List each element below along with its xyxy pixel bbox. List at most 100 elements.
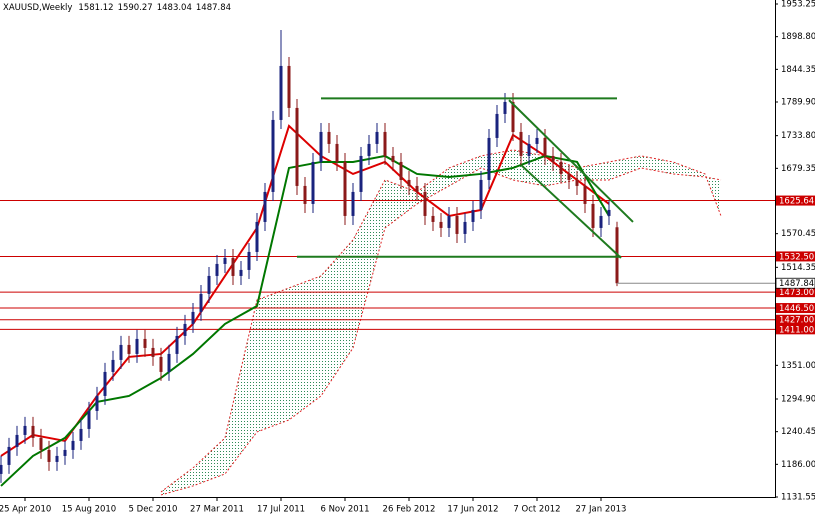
candle-body: [231, 257, 235, 276]
y-tick-label: 1131.55: [781, 493, 815, 503]
cloud: [161, 149, 721, 495]
current-price-box: [775, 277, 815, 289]
y-tick-label: 1733.80: [781, 131, 815, 141]
candle-body: [95, 395, 99, 411]
candle-body: [223, 257, 227, 264]
candle-body: [119, 344, 123, 360]
candle-body: [15, 434, 19, 447]
candle-body: [295, 107, 299, 186]
header-low: 1483.04: [157, 3, 192, 13]
level-label-box: [776, 314, 815, 325]
candle-body: [431, 215, 435, 222]
candle-body: [143, 338, 147, 348]
candle-body: [575, 179, 579, 186]
indicator-line: [0, 124, 610, 457]
candle-body: [383, 131, 387, 156]
candle-body: [311, 161, 315, 204]
candle-body: [159, 356, 163, 372]
candle-body: [543, 137, 547, 156]
y-tick-label: 1570.45: [781, 229, 815, 239]
candle-body: [343, 161, 347, 216]
level-label-box: [776, 303, 815, 314]
candle-body: [567, 173, 571, 180]
candle-body: [527, 143, 531, 156]
x-tick-label: 15 Aug 2010: [62, 505, 116, 515]
candle-body: [503, 101, 507, 114]
candle-body: [255, 221, 259, 252]
candle-body: [327, 131, 331, 144]
candle-body: [591, 203, 595, 228]
candle-body: [335, 143, 339, 162]
candle-body: [135, 338, 139, 354]
candle-body: [423, 191, 427, 216]
level-label-box: [776, 324, 815, 335]
candle-body: [303, 185, 307, 204]
candle-body: [463, 221, 467, 234]
candle-body: [263, 191, 267, 222]
candle-body: [79, 428, 83, 441]
candle-body: [375, 131, 379, 144]
candle-body: [559, 161, 563, 174]
candle-body: [287, 65, 291, 108]
candle-body: [511, 101, 515, 132]
candle-body: [191, 311, 195, 324]
candle-body: [7, 446, 11, 465]
candle-body: [359, 155, 363, 192]
plot-area: [0, 29, 775, 496]
candle-body: [479, 179, 483, 210]
y-tick-label: 1514.35: [781, 263, 815, 273]
level-label-box: [776, 287, 815, 298]
x-tick-label: 17 Jul 2011: [257, 505, 305, 515]
y-tick-label: 1953.25: [781, 0, 815, 10]
candle-body: [407, 179, 411, 186]
candle-body: [455, 215, 459, 234]
x-tick-label: 6 Nov 2011: [320, 505, 369, 515]
candle-body: [199, 293, 203, 312]
candle-body: [279, 65, 283, 120]
symbol-title: XAUUSD,Weekly: [3, 3, 72, 13]
candle-body: [127, 344, 131, 354]
candle-body: [399, 161, 403, 180]
candle-body: [367, 143, 371, 156]
candle-body: [447, 215, 451, 228]
y-tick-label: 1789.90: [781, 98, 815, 108]
candle-body: [167, 353, 171, 372]
candle-body: [495, 113, 499, 138]
candle-body: [487, 137, 491, 180]
header-close: 1487.84: [196, 3, 231, 13]
candle-body: [207, 275, 211, 294]
candle-body: [551, 155, 555, 162]
candle-body: [239, 269, 243, 276]
level-label: 1446.50: [779, 304, 814, 314]
x-tick-label: 27 Jan 2013: [576, 505, 627, 515]
x-tick-label: 25 Apr 2010: [0, 505, 51, 515]
level-label-box: [776, 251, 815, 262]
header-open: 1581.12: [78, 3, 113, 13]
candle-body: [351, 191, 355, 216]
header-high: 1590.27: [118, 3, 153, 13]
candle-body: [103, 371, 107, 396]
level-label: 1625.64: [779, 197, 814, 207]
current-price-label: 1487.84: [779, 279, 814, 289]
candle-body: [55, 455, 59, 462]
candle-body: [271, 119, 275, 192]
candle-body: [519, 131, 523, 156]
y-tick-label: 1679.35: [781, 164, 815, 174]
candle-body: [23, 425, 27, 435]
candle-body: [471, 209, 475, 222]
candle-body: [535, 137, 539, 144]
level-label: 1532.50: [779, 252, 814, 262]
x-tick-label: 7 Oct 2012: [513, 505, 560, 515]
y-tick-label: 1351.00: [781, 361, 815, 371]
level-label-box: [776, 195, 815, 206]
candle-body: [583, 185, 587, 204]
candle-body: [87, 410, 91, 429]
indicator-line: [0, 154, 610, 487]
header: XAUUSD,Weekly 1581.12 1590.27 1483.04 1487.8…: [3, 3, 231, 13]
cloud-span-b: [160, 167, 722, 496]
candle-body: [247, 251, 251, 270]
x-tick-label: 27 Mar 2011: [190, 505, 244, 515]
candle-body: [439, 221, 443, 228]
